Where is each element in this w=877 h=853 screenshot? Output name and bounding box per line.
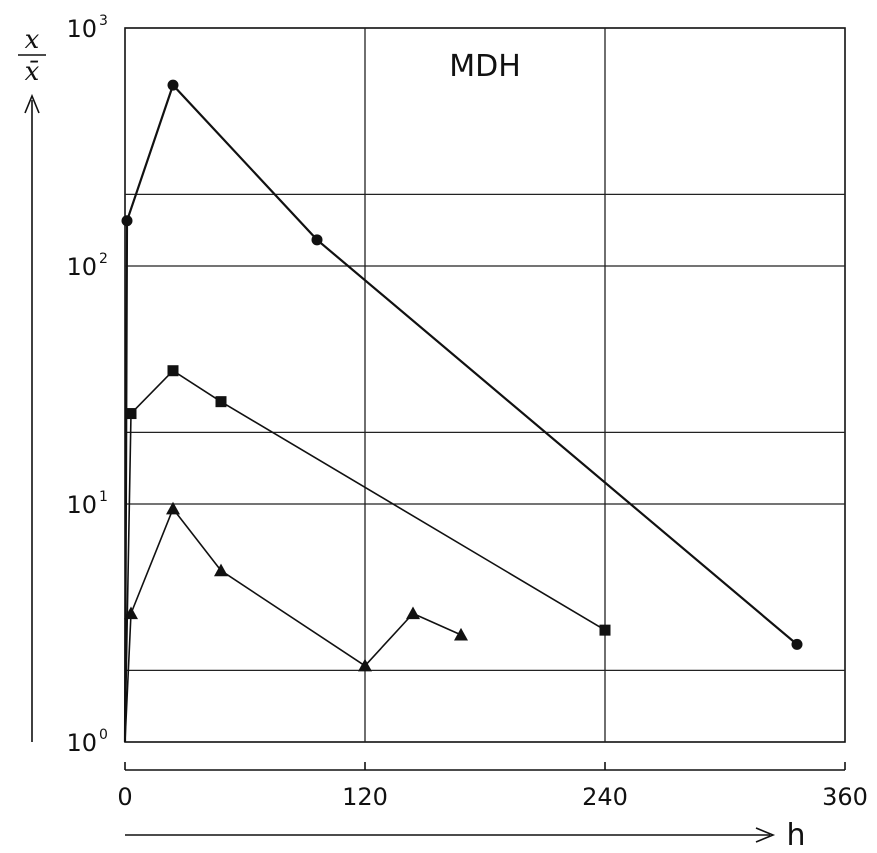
y-tick-label-0: 10 (66, 729, 97, 757)
y-tick-label-3: 10 (66, 15, 97, 43)
x-tick-label-0: 0 (117, 783, 132, 811)
plot-frame (124, 27, 846, 743)
x-tick-label-1: 120 (342, 783, 388, 811)
y-axis-label-denominator: x̄ (25, 57, 40, 87)
series-square-point-1 (125, 408, 137, 420)
x-tick-label-3: 360 (822, 783, 868, 811)
grid (124, 27, 846, 743)
chart-title: MDH (449, 49, 521, 84)
y-axis-arrow-head (24, 93, 40, 114)
series-triangle-point-1 (124, 606, 138, 620)
y-tick-label-1: 10 (66, 491, 97, 519)
y-axis-label-numerator: x (25, 25, 40, 55)
x-axis-label: h (786, 818, 805, 853)
series-circle-point-3 (311, 234, 323, 246)
axes (24, 93, 846, 843)
series-circle-point-4 (791, 638, 803, 650)
series-square-point-3 (215, 396, 227, 408)
series-triangle-point-3 (214, 563, 228, 577)
y-tick-label-2: 10 (66, 253, 97, 281)
series-triangle-point-2 (166, 501, 180, 515)
series-square-point-2 (167, 365, 179, 377)
y-tick-exponent-1: 1 (99, 489, 108, 505)
y-tick-exponent-2: 2 (99, 251, 108, 267)
series-circle-point-1 (121, 215, 133, 227)
series (121, 79, 803, 743)
series-triangle-point-6 (454, 627, 468, 641)
series-circle-point-2 (167, 79, 179, 91)
y-tick-exponent-0: 0 (99, 727, 108, 743)
x-axis-arrow-head (755, 827, 776, 843)
y-tick-exponent-3: 3 (99, 13, 108, 29)
series-circle-line (123, 83, 798, 743)
x-tick-label-2: 240 (582, 783, 628, 811)
series-triangle-line (124, 507, 462, 743)
series-triangle-point-4 (358, 658, 372, 672)
series-triangle-point-5 (406, 606, 420, 620)
series-square-point-4 (599, 624, 611, 636)
